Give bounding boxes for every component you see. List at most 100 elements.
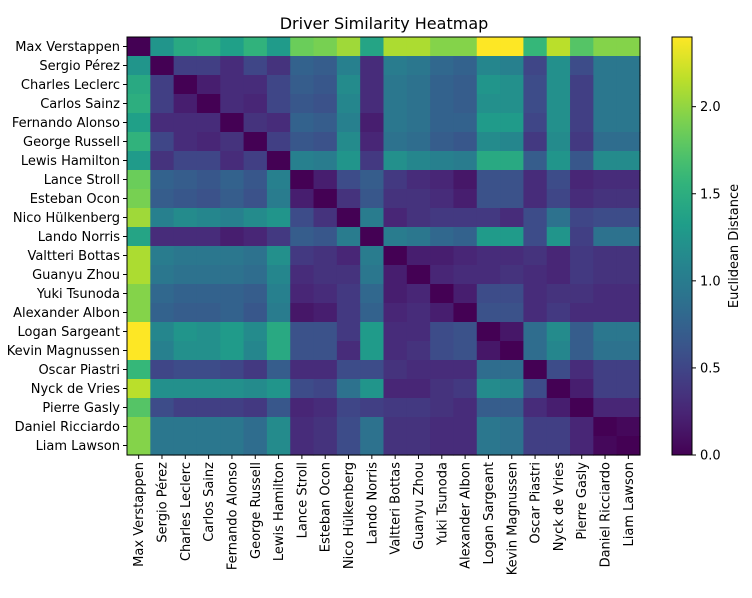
heatmap-cell [593, 246, 618, 266]
heatmap-cell [290, 436, 315, 456]
heatmap-cell [360, 303, 385, 323]
heatmap-cell [360, 341, 385, 361]
heatmap-cell [336, 379, 361, 399]
row-tick-label: Logan Sargeant [18, 325, 120, 340]
heatmap-cell [430, 417, 455, 437]
heatmap-cell [220, 360, 245, 380]
heatmap-cell [220, 132, 245, 152]
heatmap-cell [150, 151, 175, 171]
heatmap-cell [196, 170, 221, 190]
heatmap-cell [196, 360, 221, 380]
row-tick-label: George Russell [23, 135, 120, 150]
heatmap-cell [243, 132, 268, 152]
row-tick-label: Esteban Ocon [30, 192, 120, 207]
heatmap-cell [430, 436, 455, 456]
heatmap-cell [593, 37, 618, 57]
heatmap-cell [616, 56, 641, 76]
heatmap-cell [266, 94, 291, 114]
heatmap-cell [173, 113, 198, 133]
row-tick-label: Alexander Albon [13, 306, 120, 321]
heatmap-cell [616, 75, 641, 95]
column-tick-label: Sergio Pérez [155, 462, 170, 543]
heatmap-cell [453, 284, 478, 304]
heatmap-cell [570, 151, 594, 171]
row-tick-label: Oscar Piastri [38, 363, 120, 378]
heatmap-cell [313, 37, 338, 57]
heatmap-cell [336, 284, 361, 304]
row-tick-label: Sergio Pérez [39, 59, 120, 74]
heatmap-cell [500, 417, 525, 437]
heatmap-cell [546, 94, 571, 114]
heatmap-cell [593, 132, 618, 152]
heatmap-cell [290, 265, 315, 285]
heatmap-cell [313, 341, 338, 361]
heatmap-cell [523, 113, 548, 133]
heatmap-cell [383, 94, 408, 114]
heatmap-cell [616, 170, 641, 190]
heatmap-cell [570, 113, 594, 133]
heatmap-cell [500, 436, 525, 456]
heatmap-cell [243, 94, 268, 114]
heatmap-cell [290, 322, 315, 342]
heatmap-cell [546, 341, 571, 361]
heatmap-cell [336, 56, 361, 76]
heatmap-cell [313, 56, 338, 76]
heatmap-cell [453, 132, 478, 152]
heatmap-cell [453, 246, 478, 266]
heatmap-cell [290, 360, 315, 380]
heatmap-cell [500, 56, 525, 76]
heatmap-cell [266, 284, 291, 304]
heatmap-cell [453, 341, 478, 361]
heatmap-cell [150, 379, 175, 399]
heatmap-cell [290, 132, 315, 152]
heatmap-cell [476, 265, 501, 285]
heatmap-cell [546, 151, 571, 171]
heatmap-cell [150, 246, 175, 266]
column-tick-label: Yuki Tsunoda [435, 462, 450, 546]
heatmap-cell [266, 246, 291, 266]
row-tick-label: Guanyu Zhou [32, 268, 120, 283]
heatmap-cell [523, 151, 548, 171]
heatmap-cell [360, 189, 385, 209]
heatmap-cell [570, 322, 594, 342]
heatmap-cell [500, 379, 525, 399]
heatmap-cell [127, 436, 151, 456]
heatmap-cell [593, 303, 618, 323]
heatmap-cell [243, 189, 268, 209]
row-tick-label: Valtteri Bottas [27, 249, 120, 264]
heatmap-cell [406, 56, 431, 76]
heatmap-cell [336, 227, 361, 247]
heatmap-cell [336, 75, 361, 95]
heatmap-cell [220, 303, 245, 323]
heatmap-cell [243, 75, 268, 95]
heatmap-cell [406, 303, 431, 323]
heatmap-cell [127, 227, 151, 247]
heatmap-cell [266, 170, 291, 190]
heatmap-cell [616, 37, 641, 57]
heatmap-cell [593, 417, 618, 437]
heatmap-cell [313, 265, 338, 285]
heatmap-cell [313, 189, 338, 209]
heatmap-cell [570, 56, 594, 76]
heatmap-cell [336, 303, 361, 323]
heatmap-cell [453, 189, 478, 209]
heatmap-cell [430, 265, 455, 285]
heatmap-cell [383, 436, 408, 456]
heatmap-cell [570, 170, 594, 190]
heatmap-cell [243, 398, 268, 418]
column-tick-label: Lewis Hamilton [272, 462, 287, 561]
heatmap-cell [476, 436, 501, 456]
heatmap-cell [546, 360, 571, 380]
heatmap-cell [360, 417, 385, 437]
heatmap-cell [173, 436, 198, 456]
heatmap-cell [313, 151, 338, 171]
heatmap-cell [266, 341, 291, 361]
heatmap-cell [313, 170, 338, 190]
heatmap-cell [453, 94, 478, 114]
heatmap-cell [290, 56, 315, 76]
heatmap-cell [523, 265, 548, 285]
heatmap-cell [243, 436, 268, 456]
heatmap-cell [150, 341, 175, 361]
heatmap-cell [127, 113, 151, 133]
column-tick-label: Fernando Alonso [225, 462, 240, 570]
